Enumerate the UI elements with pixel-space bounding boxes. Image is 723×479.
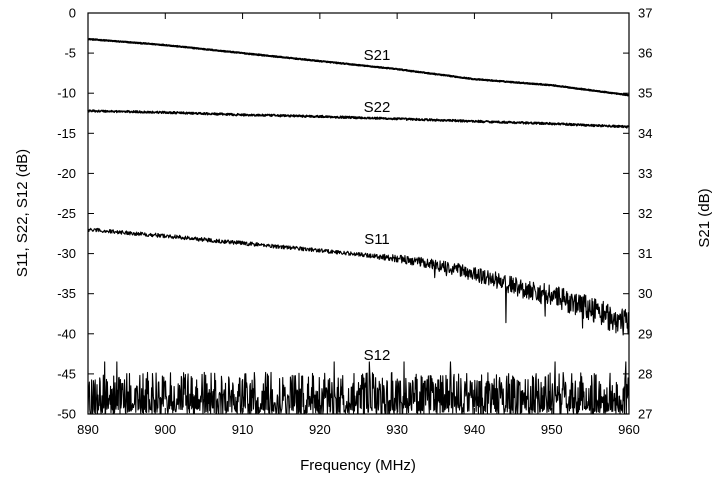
right-tick-label: 28 bbox=[638, 366, 652, 381]
x-axis-title: Frequency (MHz) bbox=[300, 457, 416, 474]
series-layer bbox=[87, 37, 630, 415]
left-tick-label: -20 bbox=[57, 166, 76, 181]
series-label-s21: S21 bbox=[364, 47, 391, 64]
right-tick-label: 37 bbox=[638, 6, 652, 21]
x-tick-label: 900 bbox=[154, 422, 176, 437]
x-tick-label: 960 bbox=[618, 422, 640, 437]
left-tick-label: -35 bbox=[57, 286, 76, 301]
x-tick-label: 920 bbox=[309, 422, 331, 437]
left-tick-label: -10 bbox=[57, 86, 76, 101]
x-tick-label: 910 bbox=[232, 422, 254, 437]
x-tick-label: 890 bbox=[77, 422, 99, 437]
series-line-s12 bbox=[87, 361, 630, 415]
right-tick-label: 36 bbox=[638, 46, 652, 61]
x-tick-label: 950 bbox=[541, 422, 563, 437]
left-tick-label: 0 bbox=[69, 6, 76, 21]
left-tick-label: -40 bbox=[57, 326, 76, 341]
left-tick-label: -25 bbox=[57, 206, 76, 221]
left-tick-label: -15 bbox=[57, 126, 76, 141]
series-label-s22: S22 bbox=[364, 99, 391, 116]
left-tick-label: -50 bbox=[57, 407, 76, 422]
right-tick-label: 29 bbox=[638, 326, 652, 341]
series-line-s21 bbox=[87, 37, 630, 97]
left-tick-label: -30 bbox=[57, 246, 76, 261]
right-axis: 37 36 35 34 33 32 31 30 29 28 27 bbox=[623, 6, 652, 422]
right-tick-label: 30 bbox=[638, 286, 652, 301]
right-tick-label: 35 bbox=[638, 86, 652, 101]
series-label-s11: S11 bbox=[364, 231, 390, 248]
right-tick-label: 27 bbox=[638, 407, 652, 422]
x-tick-label: 940 bbox=[464, 422, 486, 437]
left-tick-label: -5 bbox=[64, 46, 76, 61]
series-line-s11 bbox=[87, 227, 630, 336]
plot-area bbox=[87, 12, 630, 415]
x-tick-label: 930 bbox=[386, 422, 408, 437]
series-line-s22 bbox=[87, 109, 630, 129]
left-axis: 0 -5 -10 -15 -20 -25 -30 -35 -40 -45 -50 bbox=[57, 6, 94, 422]
right-tick-label: 33 bbox=[638, 166, 652, 181]
right-tick-label: 34 bbox=[638, 126, 652, 141]
series-labels: S21 S22 S11 S12 bbox=[364, 47, 391, 364]
series-label-s12: S12 bbox=[364, 347, 391, 364]
right-tick-label: 31 bbox=[638, 246, 652, 261]
right-axis-title: S21 (dB) bbox=[696, 188, 713, 247]
right-tick-label: 32 bbox=[638, 206, 652, 221]
x-axis: 890 900 910 920 930 940 950 960 bbox=[77, 13, 640, 437]
left-axis-title: S11, S22, S12 (dB) bbox=[14, 149, 31, 277]
left-tick-label: -45 bbox=[57, 366, 76, 381]
